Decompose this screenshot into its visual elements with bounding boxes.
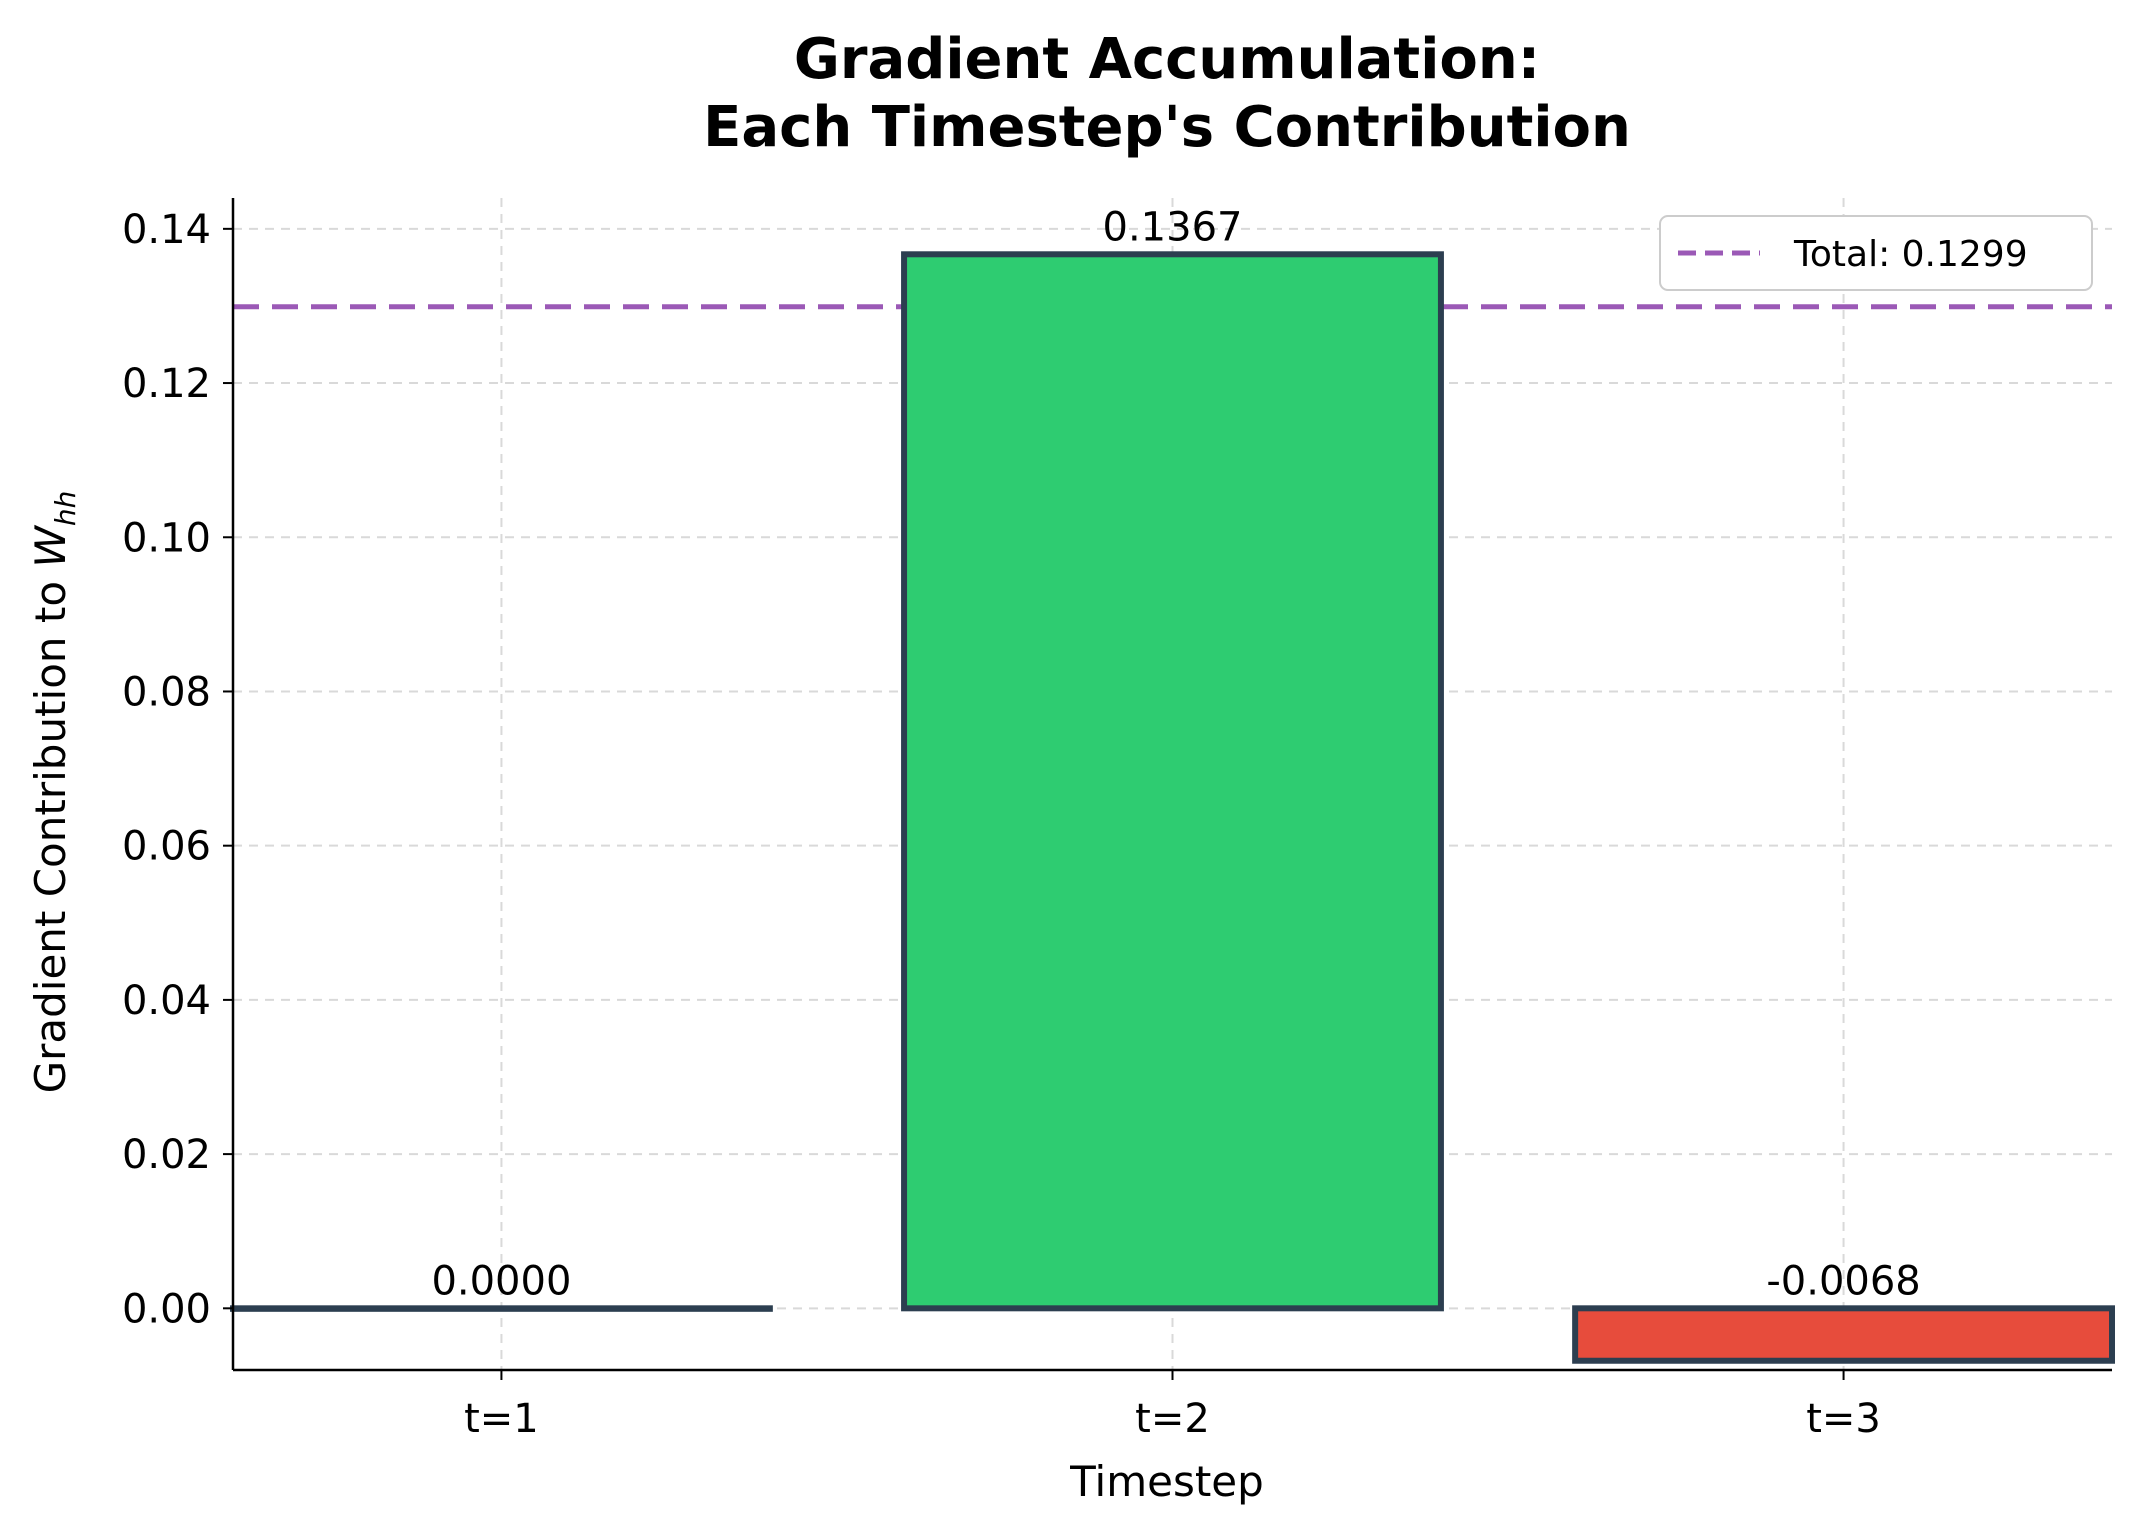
y-tick-label: 0.08 xyxy=(122,669,211,715)
bar-t=3 xyxy=(1572,1305,2115,1364)
y-tick-label: 0.10 xyxy=(122,515,211,561)
x-axis-label: Timestep xyxy=(1069,1457,1264,1506)
chart-title-line-2: Each Timestep's Contribution xyxy=(703,95,1631,160)
bar-t=2 xyxy=(901,251,1444,1312)
x-tick-label: t=3 xyxy=(1806,1396,1881,1442)
y-tick-label: 0.02 xyxy=(122,1132,211,1178)
legend: Total: 0.1299 xyxy=(1659,215,2093,291)
legend-box xyxy=(1659,215,2093,291)
y-axis-label-main: Gradient Contribution to xyxy=(26,568,75,1094)
y-axis-label-subscript: hh xyxy=(49,491,82,527)
bar-t=1 xyxy=(230,1305,773,1312)
data-label-t=2: 0.1367 xyxy=(1103,204,1243,250)
y-tick-label: 0.06 xyxy=(122,824,211,870)
bars xyxy=(230,251,2115,1364)
x-tick-label: t=1 xyxy=(464,1396,539,1442)
data-label-t=1: 0.0000 xyxy=(431,1258,571,1304)
data-label-t=3: -0.0068 xyxy=(1766,1258,1920,1304)
chart-title-line-1: Gradient Accumulation: xyxy=(794,27,1540,92)
x-tick-label: t=2 xyxy=(1135,1396,1210,1442)
y-axis-label-symbol: W xyxy=(26,525,75,568)
legend-label: Total: 0.1299 xyxy=(1793,234,2028,275)
y-axis-label: Gradient Contribution to Whh xyxy=(26,491,82,1094)
y-tick-label: 0.04 xyxy=(122,978,211,1024)
data-labels: 0.0000 0.1367 -0.0068 xyxy=(431,204,1920,1304)
y-tick-label: 0.12 xyxy=(122,361,211,407)
y-tick-label: 0.00 xyxy=(122,1286,211,1332)
axes: 0.00 0.02 0.04 0.06 0.08 0.10 0.12 0.14 t=1 t=2 t=… xyxy=(122,198,2112,1442)
y-tick-label: 0.14 xyxy=(122,207,211,253)
